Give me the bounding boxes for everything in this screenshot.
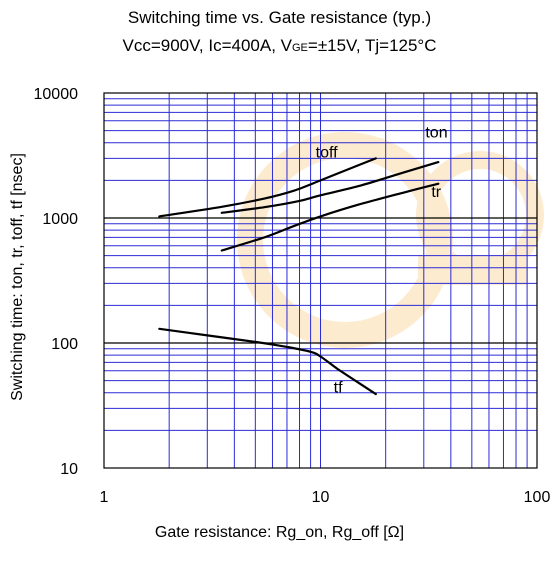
series-line-tr bbox=[220, 182, 440, 252]
plot-frame bbox=[103, 92, 538, 469]
series-label-toff: toff bbox=[316, 144, 339, 161]
series-lines bbox=[158, 157, 440, 396]
x-tick-label: 1 bbox=[100, 489, 109, 506]
subtitle-part-1: Vcc=900V, Ic=400A, V bbox=[122, 36, 292, 55]
y-tick-label: 1000 bbox=[42, 211, 78, 228]
x-axis-label: Gate resistance: Rg_on, Rg_off [Ω] bbox=[154, 524, 405, 541]
series-label-ton: ton bbox=[425, 125, 447, 142]
subtitle-part-2: =±15V, Tj=125°C bbox=[307, 36, 437, 55]
axis-ticks: 1 10 100 10 100 1000 10000 bbox=[34, 86, 551, 506]
x-tick-label: 10 bbox=[312, 489, 330, 506]
subtitle-subscript: GE bbox=[291, 42, 308, 54]
logo-watermark bbox=[237, 132, 544, 348]
y-axis-label: Switching time: ton, tr, toff, tf [nsec] bbox=[9, 153, 26, 401]
series-line-toff bbox=[158, 157, 377, 218]
series-label-tr: tr bbox=[431, 184, 441, 201]
chart-title: Switching time vs. Gate resistance (typ.… bbox=[127, 8, 432, 27]
y-tick-label: 100 bbox=[51, 336, 78, 353]
series-label-tf: tf bbox=[334, 380, 343, 397]
grid bbox=[104, 93, 537, 468]
series-labels: toff ton tr tf bbox=[316, 125, 448, 397]
chart-subtitle: Vcc=900V, Ic=400A, VGE=±15V, Tj=125°C bbox=[0, 36, 559, 58]
y-tick-label: 10 bbox=[60, 461, 78, 478]
x-tick-label: 100 bbox=[524, 489, 551, 506]
series-line-tf bbox=[158, 327, 377, 396]
y-tick-label: 10000 bbox=[34, 86, 79, 103]
series-line-ton bbox=[220, 161, 440, 214]
